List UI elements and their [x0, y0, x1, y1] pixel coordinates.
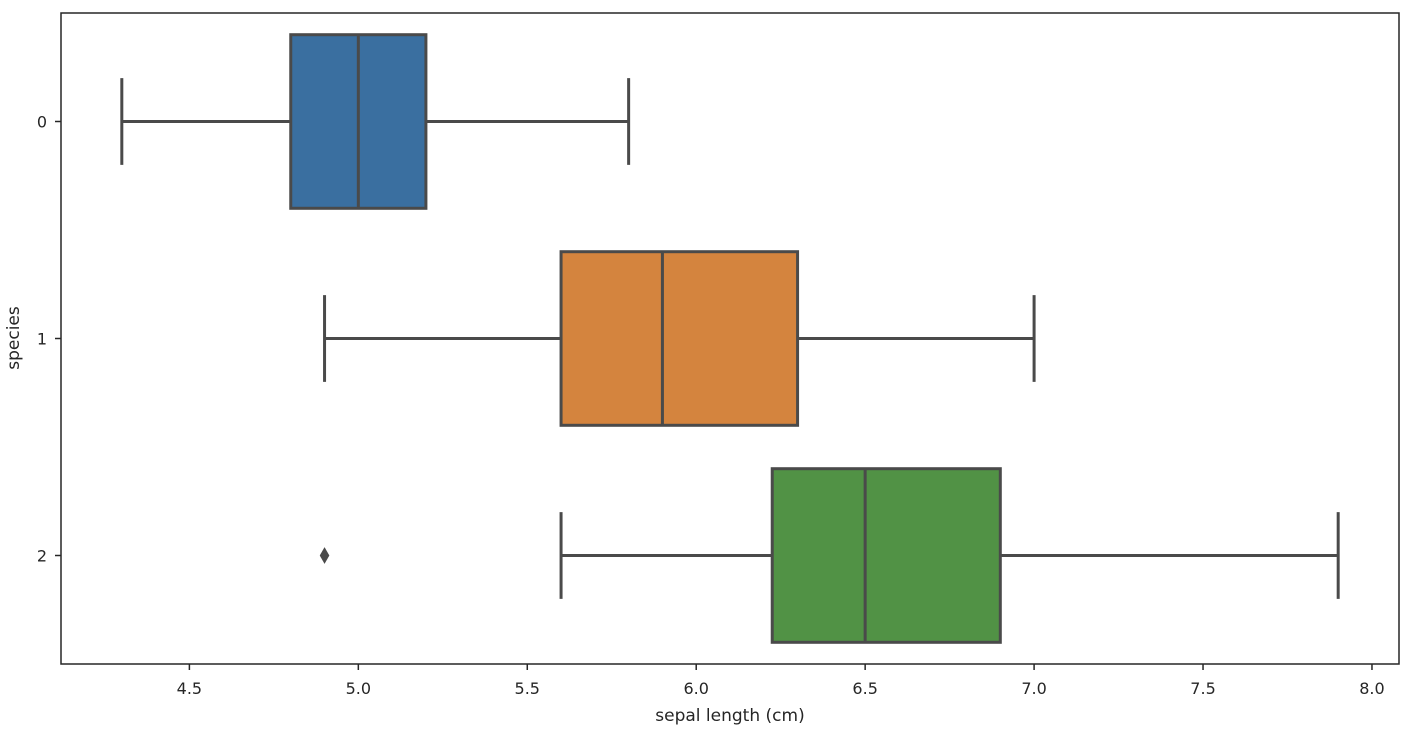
x-tick-label: 6.0: [683, 679, 708, 698]
x-tick-label: 5.0: [346, 679, 371, 698]
y-tick-label: 2: [37, 547, 47, 566]
axes-layer: 0 1 2 4.5 5.0 5.5 6.0 6.5 7.0 7.5 8.0: [37, 113, 1385, 699]
box-group-0: [120, 33, 631, 210]
y-axis-title: species: [4, 306, 24, 370]
iqr-box: [559, 250, 800, 427]
boxes-layer: [120, 33, 1340, 644]
x-tick-label: 5.5: [515, 679, 540, 698]
box-group-1: [323, 250, 1036, 427]
x-tick-label: 7.5: [1190, 679, 1215, 698]
y-tick-label: 1: [37, 330, 47, 349]
y-tick-label: 0: [37, 113, 47, 132]
x-axis-title: sepal length (cm): [655, 706, 804, 726]
outlier-point: [319, 547, 330, 564]
plot-frame: [60, 12, 1400, 665]
x-tick-label: 4.5: [177, 679, 202, 698]
x-tick-label: 8.0: [1359, 679, 1384, 698]
box-group-2: [319, 467, 1340, 644]
x-tick-label: 6.5: [852, 679, 877, 698]
x-tick-label: 7.0: [1021, 679, 1046, 698]
iqr-box: [770, 467, 1002, 644]
